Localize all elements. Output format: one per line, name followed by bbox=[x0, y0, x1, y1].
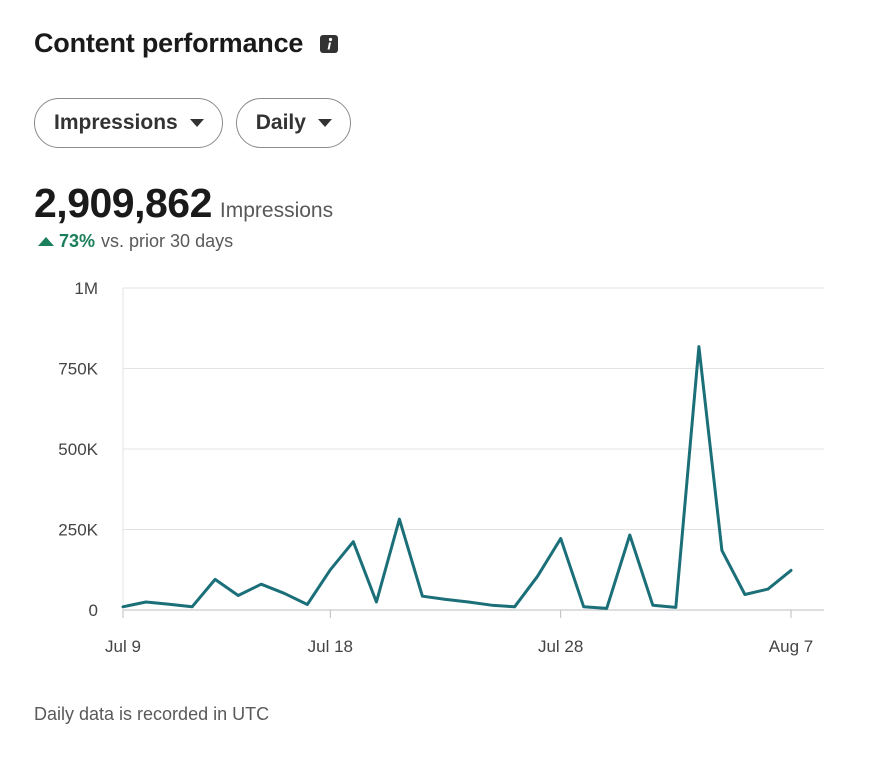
info-icon[interactable] bbox=[319, 34, 339, 54]
y-tick-label: 250K bbox=[58, 521, 98, 540]
page-title: Content performance bbox=[34, 28, 304, 58]
y-tick-label: 0 bbox=[89, 601, 98, 620]
metric-dropdown[interactable]: Impressions bbox=[34, 98, 223, 148]
y-tick-label: 1M bbox=[74, 279, 98, 298]
x-tick-label: Jul 18 bbox=[308, 637, 353, 656]
x-tick-label: Aug 7 bbox=[769, 637, 813, 656]
impressions-series-line bbox=[121, 345, 793, 610]
period-dropdown-label: Daily bbox=[255, 111, 306, 134]
metric-summary: 2,909,862 Impressions bbox=[34, 180, 333, 227]
y-tick-label: 750K bbox=[58, 360, 98, 379]
y-tick-label: 500K bbox=[58, 440, 98, 459]
change-indicator: 73% vs. prior 30 days bbox=[38, 231, 233, 252]
x-tick-label: Jul 28 bbox=[538, 637, 583, 656]
footnote: Daily data is recorded in UTC bbox=[34, 704, 270, 724]
metric-unit: Impressions bbox=[219, 199, 334, 222]
caret-down-icon bbox=[317, 119, 332, 127]
period-dropdown[interactable]: Daily bbox=[235, 98, 351, 148]
metric-dropdown-label: Impressions bbox=[54, 111, 178, 134]
caret-down-icon bbox=[189, 119, 204, 127]
change-comparison-text: vs. prior 30 days bbox=[101, 231, 234, 251]
change-percent: 73% bbox=[59, 231, 96, 251]
filter-bar: Impressions Daily bbox=[34, 98, 351, 148]
metric-value: 2,909,862 bbox=[34, 180, 212, 226]
card-header: Content performance bbox=[34, 28, 339, 59]
x-tick-label: Jul 9 bbox=[105, 637, 141, 656]
trend-up-icon bbox=[38, 237, 54, 246]
impressions-line-chart: 0 250K 500K 750K 1M Jul 9 Jul 18 Jul 28 Aug 7 bbox=[58, 279, 824, 656]
